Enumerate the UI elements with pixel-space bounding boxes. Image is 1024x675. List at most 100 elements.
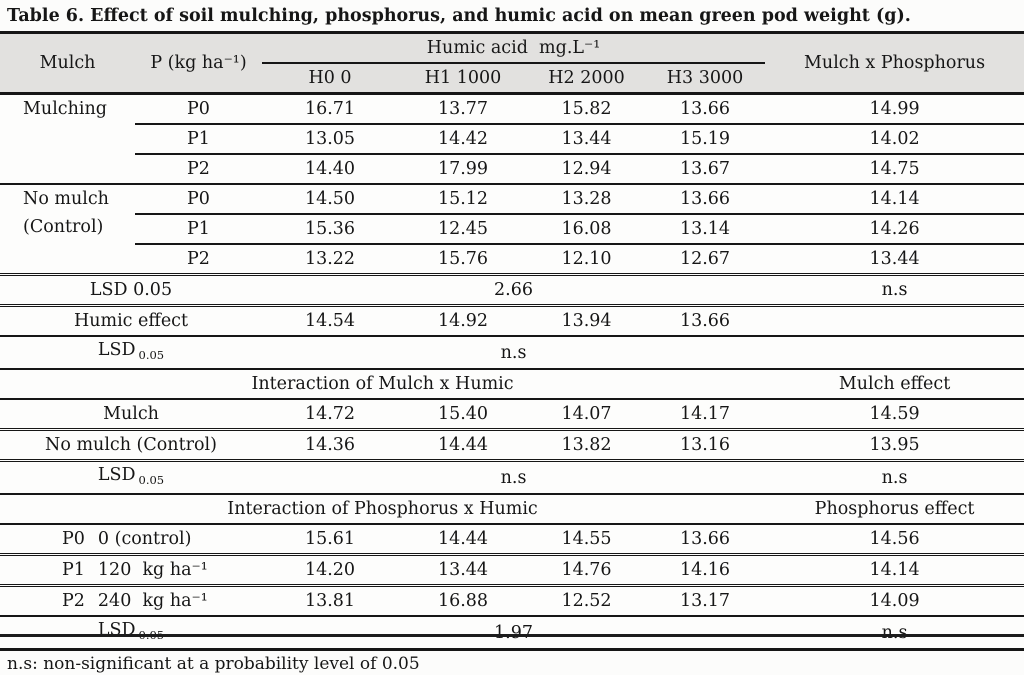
page: Table 6. Effect of soil mulching, phosph… [0, 6, 1024, 674]
value-cell: 14.44 [398, 429, 528, 462]
p-desc: 0 (control) [97, 529, 192, 549]
p-level-cell: P2 [135, 244, 262, 276]
value-cell: 13.44 [528, 124, 645, 155]
p-desc: 240 kg ha⁻¹ [97, 591, 208, 611]
value-cell: 13.22 [262, 244, 398, 276]
lsd-text: LSD [97, 620, 136, 640]
value-cell: 15.36 [262, 214, 398, 245]
value-cell: 15.61 [262, 524, 398, 556]
mxp-cell: 14.14 [765, 184, 1024, 215]
row-label: P1 120 kg ha⁻¹ [0, 554, 262, 587]
row-label: P0 0 (control) [0, 524, 262, 556]
row-label: P2 240 kg ha⁻¹ [0, 585, 262, 617]
lsd-text: LSD [97, 340, 136, 360]
row-lsd-humic: LSD 0.05 n.s [0, 336, 1024, 370]
row-mulch-humic-no-mulch: No mulch (Control) 14.36 14.44 13.82 13.… [0, 429, 1024, 462]
p-level-cell: P1 [135, 124, 262, 155]
row-lsd-mulch-phosphorus: LSD 0.05 2.66 n.s [0, 274, 1024, 307]
lsd-subscript: 0.05 [138, 473, 165, 487]
value-cell: 14.92 [398, 305, 528, 337]
value-cell: 15.76 [398, 244, 528, 276]
section-heading: Interaction of Phosphorus x Humic [0, 494, 766, 525]
value-cell: 15.12 [398, 184, 528, 215]
col-header-mulch-x-phosphorus: Mulch x Phosphorus [765, 32, 1024, 95]
value-cell: 13.66 [645, 524, 766, 556]
lsd-value: 2.66 [262, 274, 766, 307]
value-cell: 14.07 [528, 399, 645, 431]
row-label: No mulch (Control) [0, 429, 262, 462]
row-no-mulch-p2: P2 13.22 15.76 12.10 12.67 13.44 [0, 244, 1024, 276]
row-mulch-humic-mulch: Mulch 14.72 15.40 14.07 14.17 14.59 [0, 399, 1024, 431]
col-header-h3: H3 3000 [645, 63, 766, 95]
empty-cell [765, 336, 1024, 370]
p-code: P2 [62, 591, 85, 611]
lsd-value: 1.97 [262, 616, 766, 651]
value-cell: 14.55 [528, 524, 645, 556]
value-cell: 13.66 [645, 93, 766, 125]
mxp-cell: 14.26 [765, 214, 1024, 245]
lsd-effect-value: n.s [765, 274, 1024, 307]
row-label: Mulch [0, 399, 262, 431]
value-cell: 13.05 [262, 124, 398, 155]
col-header-mulch: Mulch [0, 32, 135, 95]
effect-heading: Mulch effect [765, 369, 1024, 400]
effect-value: 14.14 [765, 554, 1024, 587]
row-phosphorus-humic-p0: P0 0 (control) 15.61 14.44 14.55 13.66 14… [0, 524, 1024, 556]
no-mulch-label-line2: (Control) [23, 217, 104, 237]
value-cell: 16.08 [528, 214, 645, 245]
value-cell: 14.40 [262, 154, 398, 185]
lsd-effect-value: n.s [765, 460, 1024, 495]
row-lsd-mulch-humic: LSD 0.05 n.s n.s [0, 460, 1024, 495]
effect-value: 14.09 [765, 585, 1024, 617]
value-cell: 13.94 [528, 305, 645, 337]
row-phosphorus-humic-p1: P1 120 kg ha⁻¹ 14.20 13.44 14.76 14.16 14… [0, 554, 1024, 587]
row-phosphorus-humic-p2: P2 240 kg ha⁻¹ 13.81 16.88 12.52 13.17 14… [0, 585, 1024, 617]
col-header-h0: H0 0 [262, 63, 398, 95]
p-desc: 120 kg ha⁻¹ [97, 560, 208, 580]
scan-bottom-edge [0, 634, 1024, 637]
empty-cell [765, 305, 1024, 337]
row-mulching-p1: P1 13.05 14.42 13.44 15.19 14.02 [0, 124, 1024, 155]
value-cell: 14.17 [645, 399, 766, 431]
col-header-h2: H2 2000 [528, 63, 645, 95]
table-footnote: n.s: non-significant at a probability le… [7, 654, 420, 674]
value-cell: 15.82 [528, 93, 645, 125]
value-cell: 16.88 [398, 585, 528, 617]
value-cell: 14.54 [262, 305, 398, 337]
value-cell: 13.67 [645, 154, 766, 185]
value-cell: 13.66 [645, 184, 766, 215]
no-mulch-group-label: No mulch (Control) [0, 184, 135, 276]
mxp-cell: 14.99 [765, 93, 1024, 125]
value-cell: 13.28 [528, 184, 645, 215]
value-cell: 15.19 [645, 124, 766, 155]
value-cell: 13.77 [398, 93, 528, 125]
mxp-cell: 14.02 [765, 124, 1024, 155]
col-header-h1: H1 1000 [398, 63, 528, 95]
p-level-cell: P0 [135, 184, 262, 215]
row-heading-phosphorus-humic: Interaction of Phosphorus x Humic Phosph… [0, 494, 1024, 525]
col-header-phosphorus: P (kg ha⁻¹) [135, 32, 262, 95]
effect-value: 13.95 [765, 429, 1024, 462]
table-caption: Table 6. Effect of soil mulching, phosph… [7, 6, 911, 26]
row-heading-mulch-humic: Interaction of Mulch x Humic Mulch effec… [0, 369, 1024, 400]
p-level-cell: P0 [135, 93, 262, 125]
effect-value: 14.56 [765, 524, 1024, 556]
value-cell: 14.72 [262, 399, 398, 431]
value-cell: 14.76 [528, 554, 645, 587]
effect-value: 14.59 [765, 399, 1024, 431]
lsd-value: n.s [262, 336, 766, 370]
value-cell: 14.36 [262, 429, 398, 462]
lsd-subscript: 0.05 [138, 348, 165, 362]
value-cell: 14.44 [398, 524, 528, 556]
p-level-cell: P1 [135, 214, 262, 245]
row-no-mulch-p1: P1 15.36 12.45 16.08 13.14 14.26 [0, 214, 1024, 245]
value-cell: 15.40 [398, 399, 528, 431]
value-cell: 13.16 [645, 429, 766, 462]
section-heading: Interaction of Mulch x Humic [0, 369, 766, 400]
value-cell: 13.44 [398, 554, 528, 587]
value-cell: 14.16 [645, 554, 766, 587]
lsd-text: LSD [97, 465, 136, 485]
